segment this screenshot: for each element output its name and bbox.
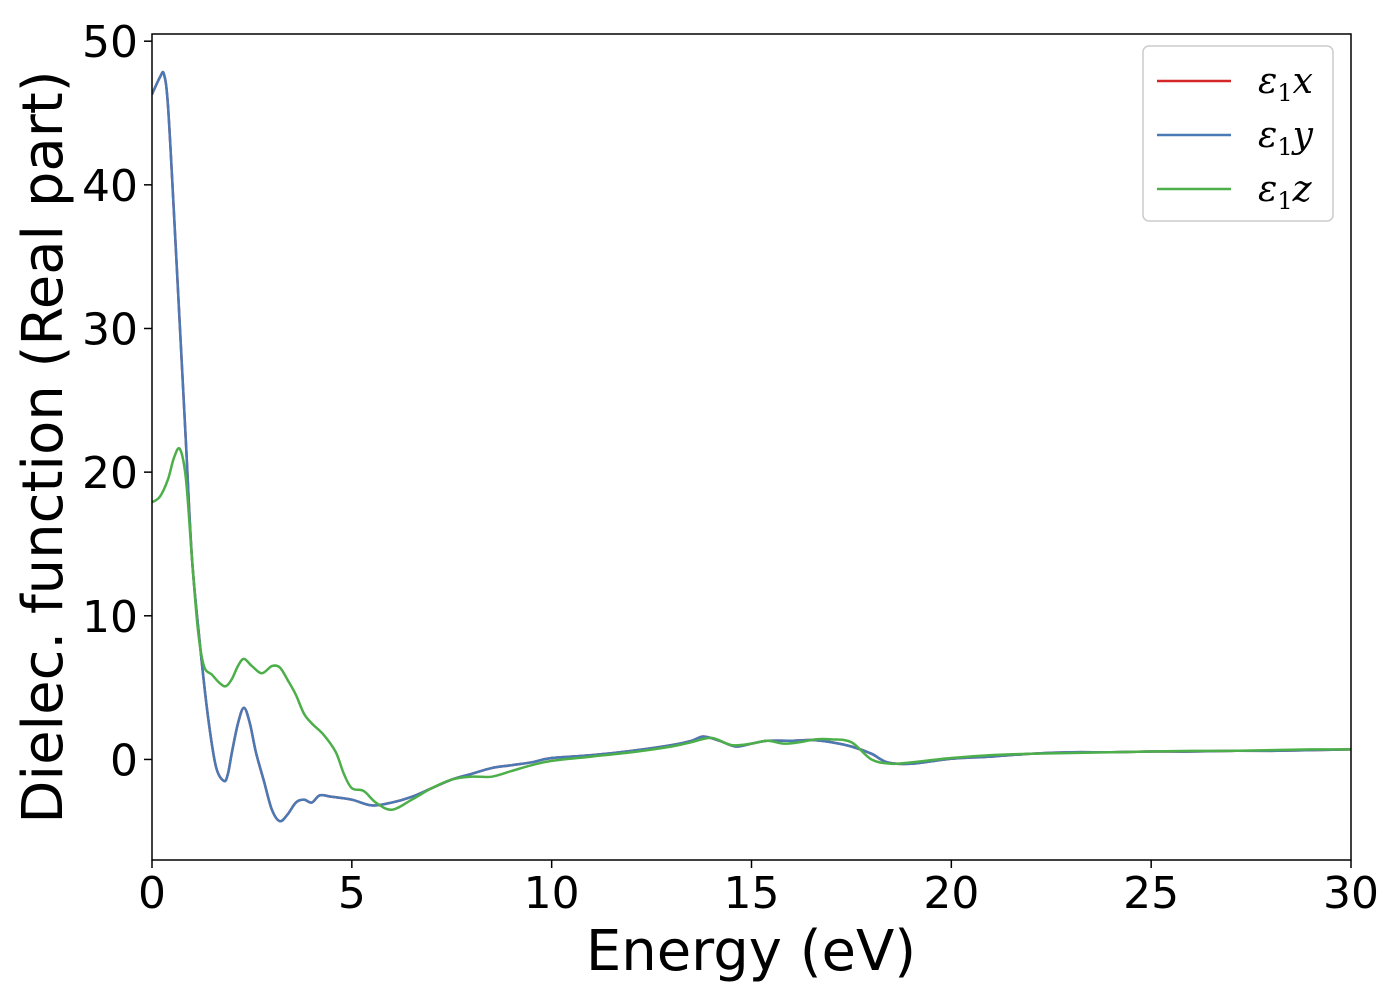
- y-tick-label: 0: [110, 735, 138, 786]
- legend-label-y: ε1y: [1258, 115, 1314, 161]
- legend-symbol: ε: [1258, 115, 1277, 156]
- y-tick-label: 20: [82, 448, 138, 499]
- x-axis-ticks: 0 5 10 15 20 25 30: [138, 860, 1379, 919]
- legend-subscript: 1: [1277, 79, 1292, 107]
- legend-component: z: [1292, 169, 1313, 210]
- x-tick-label: 5: [338, 868, 366, 919]
- y-tick-label: 10: [82, 592, 138, 643]
- series-layer: [152, 70, 1351, 823]
- x-tick-label: 0: [138, 868, 166, 919]
- y-axis-ticks: 0 10 20 30 40 50: [82, 17, 152, 786]
- legend-component: x: [1293, 61, 1313, 102]
- x-axis-label: Energy (eV): [586, 919, 916, 984]
- x-tick-label: 10: [524, 868, 580, 919]
- legend-box: [1142, 45, 1334, 222]
- legend-component: y: [1291, 115, 1314, 156]
- series-line-z: [152, 447, 1351, 811]
- legend-label-x: ε1x: [1258, 61, 1313, 107]
- legend-subscript: 1: [1277, 133, 1292, 161]
- y-tick-label: 40: [82, 161, 138, 212]
- x-tick-label: 25: [1123, 868, 1179, 919]
- legend-label-z: ε1z: [1258, 169, 1313, 215]
- x-tick-label: 20: [923, 868, 979, 919]
- y-tick-label: 30: [82, 304, 138, 355]
- legend-subscript: 1: [1277, 187, 1292, 215]
- x-tick-label: 15: [724, 868, 780, 919]
- legend-symbol: ε: [1258, 169, 1277, 210]
- legend-symbol: ε: [1258, 61, 1277, 102]
- y-tick-label: 50: [82, 17, 138, 68]
- x-tick-label: 30: [1323, 868, 1379, 919]
- y-axis-label: Dielec. function (Real part): [11, 70, 76, 823]
